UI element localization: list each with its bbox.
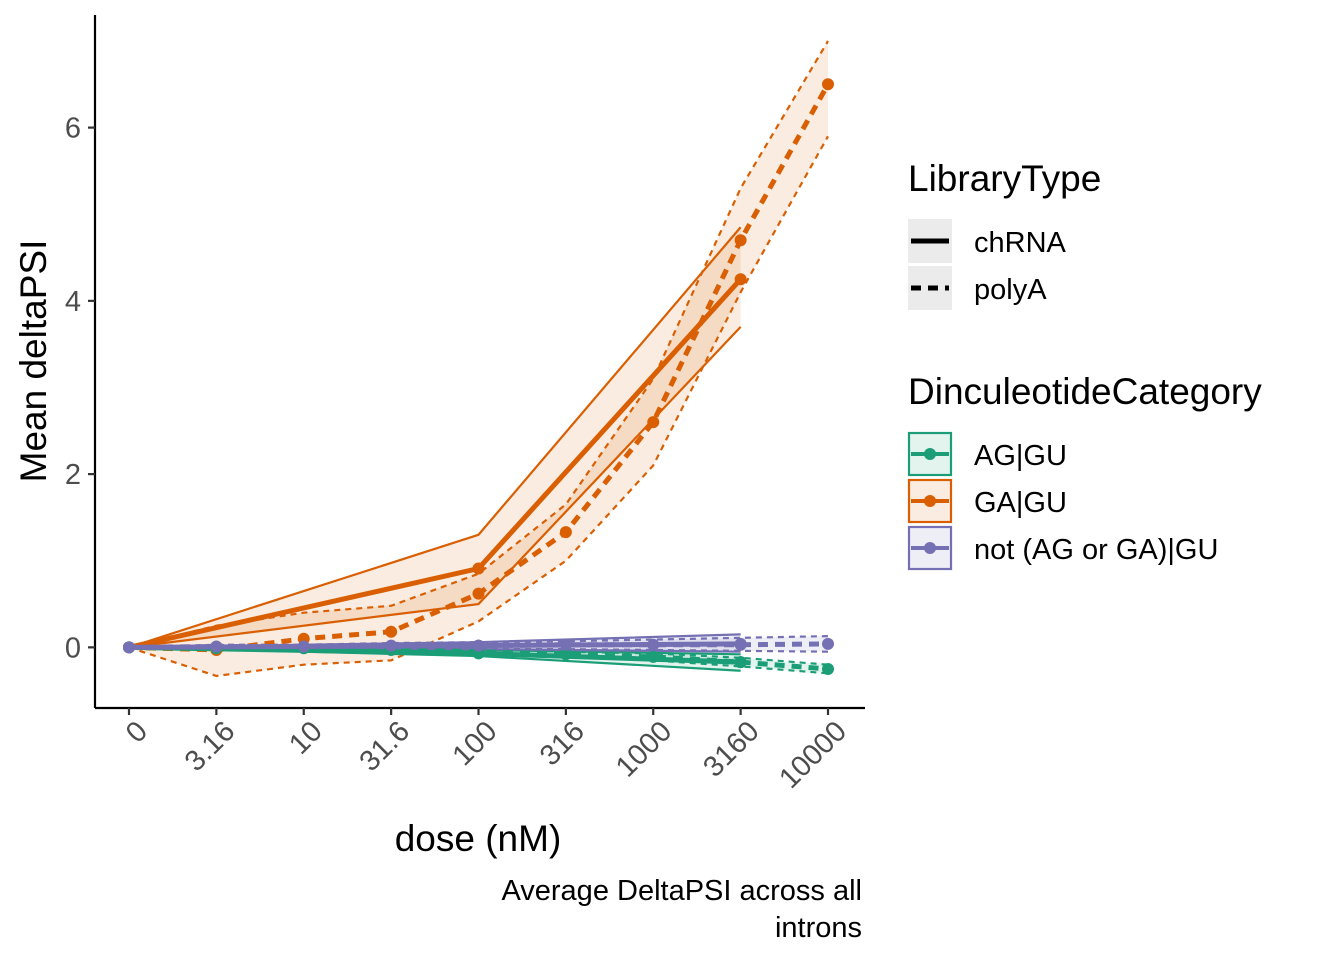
ribbon-ga-gu-chrna <box>129 227 741 648</box>
point-not-ag-or-ga-gu-polya <box>210 640 223 653</box>
point-not-ag-or-ga-gu-polya <box>822 637 834 650</box>
point-not-ag-or-ga-gu-polya <box>472 639 485 652</box>
x-tick-label: 316 <box>534 715 591 772</box>
x-tick-label: 1000 <box>610 715 678 783</box>
x-tick-label: 3160 <box>697 715 765 783</box>
ribbon-ag-gu-chrna <box>129 647 741 671</box>
point-ga-gu-chrna <box>472 562 485 575</box>
y-tick-label: 4 <box>65 286 81 318</box>
point-ag-gu-polya <box>559 648 572 661</box>
legend-label-polya: polyA <box>974 274 1047 306</box>
legend-key-point-ga-gu <box>924 495 936 507</box>
caption-line-1: Average DeltaPSI across all <box>501 875 862 907</box>
series-points <box>123 78 834 676</box>
point-not-ag-or-ga-gu-polya <box>559 638 572 651</box>
point-not-ag-or-ga-gu-polya <box>123 641 135 654</box>
y-tick-label: 6 <box>65 113 81 145</box>
point-not-ag-or-ga-gu-polya <box>647 638 660 651</box>
point-ga-gu-polya <box>647 416 660 429</box>
ribbons <box>129 40 828 676</box>
legend-key-point-ag-gu <box>924 448 936 460</box>
ribbon-ga-gu-polya <box>129 40 828 676</box>
axes: 0 2 4 6 0 3.16 10 31.6 100 316 1000 3160 10000 <box>65 15 865 795</box>
point-not-ag-or-ga-gu-polya <box>297 640 310 653</box>
point-ag-gu-polya <box>734 656 747 669</box>
ribbon-hi-ga-gu-chrna <box>128 226 742 649</box>
point-ag-gu-polya <box>647 650 660 663</box>
point-ga-gu-polya <box>385 625 398 638</box>
ribbon-hi-ga-gu-polya <box>128 40 829 649</box>
caption-line-2: introns <box>775 912 862 944</box>
point-not-ag-or-ga-gu-polya <box>385 639 398 652</box>
legend-label-ag-gu: AG|GU <box>974 440 1067 472</box>
legend-label-chrna: chRNA <box>974 227 1067 259</box>
point-ga-gu-chrna <box>734 273 747 286</box>
x-tick-label: 31.6 <box>354 715 417 778</box>
point-ga-gu-polya <box>822 78 834 91</box>
y-axis-title: Mean deltaPSI <box>13 240 54 483</box>
x-tick-label: 10 <box>283 715 328 760</box>
x-tick-label: 100 <box>447 715 504 772</box>
x-tick-label: 0 <box>120 715 154 749</box>
legend-title-dinculeotidecategory: DinculeotideCategory <box>908 371 1262 412</box>
point-ag-gu-polya <box>822 663 834 676</box>
legend-key-point-not-ag-or-ga-gu <box>924 542 936 554</box>
point-not-ag-or-ga-gu-polya <box>734 638 747 651</box>
legend-label-ga-gu: GA|GU <box>974 487 1067 519</box>
y-tick-label: 0 <box>65 632 81 664</box>
legend-label-not-ag-or-ga-gu: not (AG or GA)|GU <box>974 534 1218 566</box>
x-tick-label: 3.16 <box>179 715 242 778</box>
point-ga-gu-polya <box>472 587 485 600</box>
point-ga-gu-polya <box>559 526 572 539</box>
x-axis-title: dose (nM) <box>395 818 562 859</box>
legend: LibraryType chRNA polyA DinculeotideCategor… <box>907 158 1262 571</box>
ribbon-lo-ga-gu-polya <box>128 135 829 678</box>
point-ga-gu-polya <box>734 234 747 247</box>
y-tick-label: 2 <box>65 459 81 491</box>
x-tick-label: 10000 <box>773 715 853 795</box>
legend-title-librarytype: LibraryType <box>908 158 1101 199</box>
